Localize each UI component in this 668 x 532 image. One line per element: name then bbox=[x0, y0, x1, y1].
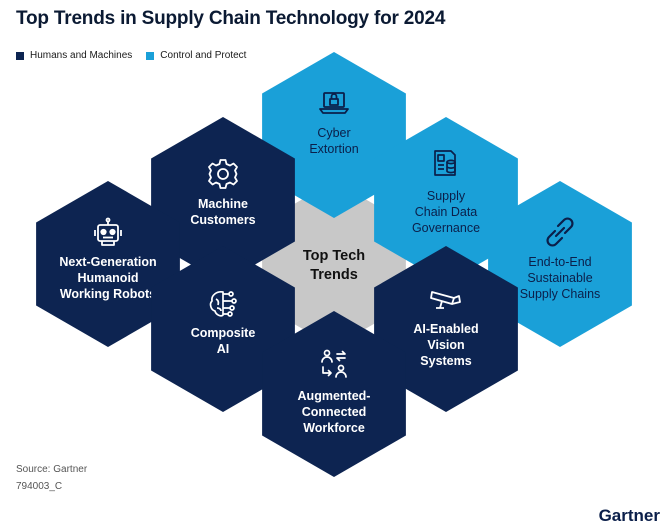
center-label-line: Top Tech bbox=[303, 248, 365, 264]
hex-label-line: Sustainable bbox=[527, 271, 592, 285]
hex-label-line: Extortion bbox=[309, 142, 358, 156]
hex-composite-ai: Composite AI bbox=[151, 246, 295, 412]
hex-label-line: Systems bbox=[420, 354, 471, 368]
laptop-lock-icon bbox=[319, 92, 349, 114]
legend-item-humans-and-machines: Humans and Machines bbox=[16, 50, 132, 61]
hex-ai-enabled-vision-systems: AI-Enabled Vision Systems bbox=[374, 246, 518, 412]
hex-label-line: Working Robots bbox=[60, 287, 156, 301]
hex-label-line: Supply bbox=[427, 189, 466, 203]
hex-machine-customers: Machine Customers bbox=[151, 117, 295, 283]
hex-shape bbox=[262, 181, 406, 347]
hex-label-line: Workforce bbox=[303, 421, 365, 435]
hex-label-line: Cyber bbox=[317, 126, 350, 140]
hex-label-line: AI bbox=[217, 342, 230, 356]
hex-shape bbox=[151, 117, 295, 283]
document-id: 794003_C bbox=[16, 481, 63, 492]
hex-label-line: AI-Enabled bbox=[413, 322, 478, 336]
page-title: Top Trends in Supply Chain Technology fo… bbox=[16, 8, 446, 29]
hex-shape bbox=[374, 246, 518, 412]
hex-label-line: Supply Chains bbox=[520, 287, 601, 301]
hex-next-generation-humanoid-working-robots: Next-Generation Humanoid Working Robots bbox=[36, 181, 180, 347]
hex-label-line: Next-Generation bbox=[59, 255, 156, 269]
hex-label-line: Vision bbox=[427, 338, 464, 352]
legend-swatch bbox=[146, 51, 155, 60]
hex-augmented-connected-workforce: Augmented- Connected Workforce bbox=[262, 311, 406, 477]
hex-shape bbox=[374, 117, 518, 283]
hex-shape bbox=[262, 52, 406, 218]
hex-top-tech-trends: Top Tech Trends bbox=[262, 181, 406, 347]
legend-label: Humans and Machines bbox=[30, 50, 133, 61]
hex-label-line: Augmented- bbox=[298, 389, 371, 403]
legend-label: Control and Protect bbox=[160, 50, 247, 61]
hex-end-to-end-sustainable-supply-chains: End-to-End Sustainable Supply Chains bbox=[488, 181, 632, 347]
hex-cyber-extortion: Cyber Extortion bbox=[262, 52, 406, 218]
hex-label-line: Machine bbox=[198, 197, 248, 211]
hex-label-line: Customers bbox=[190, 213, 255, 227]
hex-shape bbox=[36, 181, 180, 347]
hex-label-line: Composite bbox=[191, 326, 256, 340]
hex-label-line: End-to-End bbox=[528, 255, 591, 269]
source-note: Source: Gartner bbox=[16, 464, 88, 475]
center-label-line: Trends bbox=[310, 267, 358, 283]
gartner-logo: Gartner bbox=[598, 506, 660, 525]
hex-label-line: Governance bbox=[412, 221, 480, 235]
hex-supply-chain-data-governance: Supply Chain Data Governance bbox=[374, 117, 518, 283]
hex-shape bbox=[262, 311, 406, 477]
hex-label-line: Humanoid bbox=[77, 271, 138, 285]
legend-swatch bbox=[16, 51, 24, 60]
document-database-icon bbox=[434, 150, 456, 176]
legend: Humans and Machines Control and Protect bbox=[16, 50, 246, 61]
hex-shape bbox=[488, 181, 632, 347]
legend-item-control-and-protect: Control and Protect bbox=[146, 50, 246, 61]
hex-shape bbox=[151, 246, 295, 412]
hex-label-line: Connected bbox=[302, 405, 367, 419]
hex-label-line: Chain Data bbox=[415, 205, 478, 219]
